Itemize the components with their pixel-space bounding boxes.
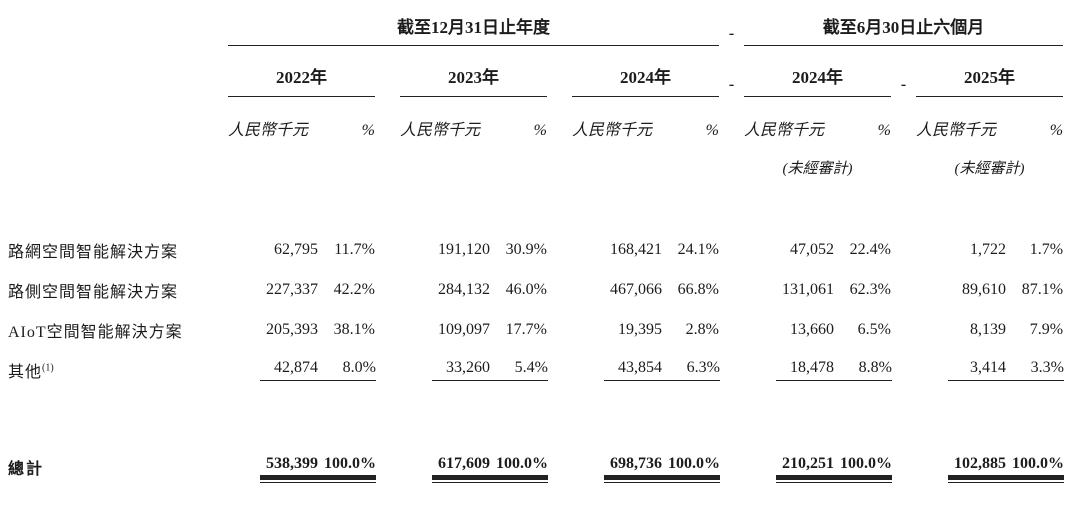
cell-value: 33,260 xyxy=(400,350,490,390)
column-separator-dash: - xyxy=(728,25,735,42)
total-value: 698,736 xyxy=(572,447,662,483)
spacer xyxy=(0,390,1080,447)
total-percent: 100.0% xyxy=(490,447,548,483)
cell-value: 205,393 xyxy=(266,321,318,338)
cell-value: 8,139 xyxy=(970,321,1006,338)
cell-percent: 17.7% xyxy=(505,321,547,338)
cell-percent: 8.0% xyxy=(318,350,376,390)
spacer xyxy=(0,178,1080,230)
cell-value: 3,414 xyxy=(916,350,1006,390)
unaudited-note: (未經審計) xyxy=(954,161,1025,177)
percent-header: % xyxy=(877,122,891,139)
unaudited-note: (未經審計) xyxy=(782,161,853,177)
total-value: 538,399 xyxy=(228,447,318,483)
cell-percent: 6.5% xyxy=(857,321,891,338)
cell-percent: 38.1% xyxy=(333,321,375,338)
table-row-total: 總計 538,399 100.0% 617,609 100.0% 698,736… xyxy=(0,447,1080,483)
cell-value: 13,660 xyxy=(790,321,834,338)
row-label: 其他(1) xyxy=(8,362,54,381)
cell-value: 227,337 xyxy=(266,281,318,298)
cell-value: 47,052 xyxy=(790,241,834,258)
unaudited-note-row: (未經審計) (未經審計) xyxy=(0,140,1080,178)
cell-percent: 11.7% xyxy=(334,241,375,258)
total-percent: 100.0% xyxy=(1006,447,1064,483)
percent-header: % xyxy=(361,122,375,139)
unit-header: 人民幣千元 xyxy=(572,122,653,139)
cell-percent: 7.9% xyxy=(1029,321,1064,338)
percent-header: % xyxy=(705,122,719,139)
revenue-breakdown-table: 截至12月31日止年度 - 截至6月30日止六個月 2022年 2023年 20… xyxy=(0,10,1080,483)
total-value: 617,609 xyxy=(400,447,490,483)
year-header-2022: 2022年 xyxy=(228,46,375,97)
cell-percent: 2.8% xyxy=(685,321,719,338)
cell-percent: 66.8% xyxy=(677,281,719,298)
total-value: 210,251 xyxy=(744,447,834,483)
cell-value: 43,854 xyxy=(572,350,662,390)
table-row-others: 其他(1) 42,874 8.0% 33,260 5.4% 43,854 6.3… xyxy=(0,350,1080,390)
cell-value: 42,874 xyxy=(228,350,318,390)
cell-value: 284,132 xyxy=(438,281,490,298)
year-header-2024-interim: 2024年 xyxy=(744,46,891,97)
row-label: 路側空間智能解決方案 xyxy=(8,284,179,301)
total-label: 總計 xyxy=(8,461,45,478)
year-header-row: 2022年 2023年 2024年 - 2024年 - 2025年 xyxy=(0,46,1080,97)
cell-value: 19,395 xyxy=(618,321,662,338)
cell-percent: 87.1% xyxy=(1021,281,1064,298)
percent-header: % xyxy=(533,122,547,139)
year-header-2025-interim: 2025年 xyxy=(916,46,1064,97)
table-row-aiot: AIoT空間智能解決方案 205,393 38.1% 109,097 17.7%… xyxy=(0,310,1080,350)
cell-percent: 5.4% xyxy=(490,350,548,390)
cell-value: 109,097 xyxy=(438,321,490,338)
cell-value: 62,795 xyxy=(274,241,318,258)
cell-percent: 22.4% xyxy=(849,241,891,258)
cell-percent: 46.0% xyxy=(505,281,547,298)
period-group-header-annual: 截至12月31日止年度 xyxy=(228,10,719,46)
cell-percent: 1.7% xyxy=(1029,241,1064,258)
total-percent: 100.0% xyxy=(318,447,376,483)
right-margin xyxy=(1063,10,1080,46)
cell-value: 131,061 xyxy=(782,281,834,298)
cell-value: 89,610 xyxy=(962,281,1006,298)
unit-header: 人民幣千元 xyxy=(228,122,309,139)
table-row-roadside: 路側空間智能解決方案 227,337 42.2% 284,132 46.0% 4… xyxy=(0,270,1080,310)
empty-corner xyxy=(0,10,228,46)
table-row-road-network: 路網空間智能解決方案 62,795 11.7% 191,120 30.9% 16… xyxy=(0,230,1080,270)
footnote-marker: (1) xyxy=(42,362,54,374)
cell-percent: 8.8% xyxy=(834,350,892,390)
period-group-row: 截至12月31日止年度 - 截至6月30日止六個月 xyxy=(0,10,1080,46)
cell-value: 467,066 xyxy=(610,281,662,298)
year-header-2024: 2024年 xyxy=(572,46,719,97)
column-separator-dash: - xyxy=(728,76,735,93)
column-header-row: 人民幣千元 % 人民幣千元 % 人民幣千元 % 人民幣千元 % 人民幣千元 % xyxy=(0,97,1080,140)
row-label: AIoT空間智能解決方案 xyxy=(8,324,183,341)
row-label: 路網空間智能解決方案 xyxy=(8,244,179,261)
percent-header: % xyxy=(1049,122,1064,139)
cell-percent: 6.3% xyxy=(662,350,720,390)
cell-value: 191,120 xyxy=(438,241,490,258)
cell-percent: 42.2% xyxy=(333,281,375,298)
year-header-2023: 2023年 xyxy=(400,46,547,97)
cell-value: 168,421 xyxy=(610,241,662,258)
cell-value: 1,722 xyxy=(970,241,1006,258)
column-separator-dash: - xyxy=(900,76,907,93)
unit-header: 人民幣千元 xyxy=(916,122,997,139)
cell-percent: 3.3% xyxy=(1006,350,1064,390)
total-percent: 100.0% xyxy=(834,447,892,483)
total-value: 102,885 xyxy=(916,447,1006,483)
period-group-header-interim: 截至6月30日止六個月 xyxy=(744,10,1064,46)
cell-percent: 30.9% xyxy=(505,241,547,258)
total-percent: 100.0% xyxy=(662,447,720,483)
unit-header: 人民幣千元 xyxy=(744,122,825,139)
unit-header: 人民幣千元 xyxy=(400,122,481,139)
cell-percent: 24.1% xyxy=(677,241,719,258)
cell-percent: 62.3% xyxy=(849,281,891,298)
cell-value: 18,478 xyxy=(744,350,834,390)
